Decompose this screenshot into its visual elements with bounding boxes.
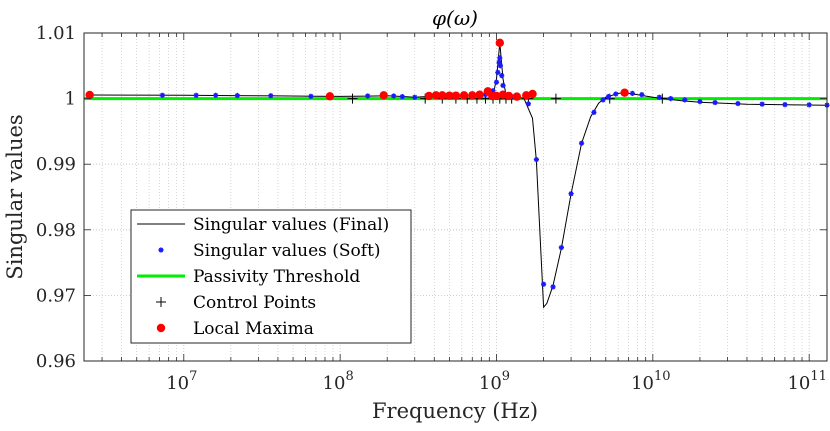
x-tick-label-exponent: 7 [189, 369, 197, 384]
local-maximum-point [492, 91, 501, 101]
soft-series-point [213, 92, 219, 98]
soft-series-point [550, 284, 556, 290]
soft-series-point [712, 99, 718, 106]
y-tick-label: 0.97 [36, 285, 76, 306]
soft-series-point [391, 93, 397, 99]
local-maximum-point [495, 38, 505, 48]
soft-series-point [499, 73, 505, 79]
x-tick-label-base: 10 [631, 373, 654, 394]
soft-series-point [234, 92, 240, 99]
local-maximum-point [522, 91, 531, 100]
y-tick-label: 0.96 [36, 351, 76, 372]
chart-title: φ(ω) [432, 6, 478, 30]
x-tick-label-base: 10 [323, 373, 346, 394]
y-axis-label: Singular values [3, 114, 27, 279]
soft-series-point [656, 94, 662, 100]
soft-series-point [497, 55, 503, 61]
soft-series-point [412, 94, 418, 100]
soft-series-point [308, 93, 314, 99]
soft-series-point [541, 281, 547, 287]
soft-series-point [525, 101, 531, 107]
soft-series-point [735, 100, 741, 107]
legend-label: Singular values (Soft) [193, 241, 381, 261]
x-tick-label-exponent: 9 [502, 369, 510, 384]
local-maximum-point [504, 91, 514, 101]
legend-symbol-control [156, 297, 166, 307]
local-maximum-point [445, 91, 454, 100]
local-maximum-point [325, 92, 335, 101]
local-maximum-point [424, 91, 434, 101]
soft-series-point [493, 79, 500, 85]
soft-series-point [605, 94, 611, 100]
y-tick-label: 0.99 [36, 154, 76, 175]
legend-symbol-maxima [156, 323, 166, 333]
x-tick-label: 1010 [631, 369, 670, 394]
local-maximum-point [438, 91, 447, 100]
x-tick-label: 108 [323, 369, 354, 394]
legend-label: Passivity Threshold [193, 267, 360, 287]
soft-series-point [497, 63, 503, 69]
soft-series-point [495, 69, 501, 75]
axes-box [83, 32, 828, 362]
x-tick-label-base: 10 [166, 373, 189, 394]
soft-series-point [558, 244, 564, 251]
soft-series-point [668, 96, 674, 102]
local-maximum-point [451, 91, 461, 100]
x-tick-label: 1011 [787, 369, 826, 394]
control-point [347, 93, 358, 104]
soft-series-point [591, 109, 597, 115]
soft-series-point [365, 93, 371, 99]
y-tick-label: 1 [65, 89, 76, 110]
soft-series-point [613, 91, 619, 97]
x-tick-label-base: 10 [479, 373, 502, 394]
local-maximum-point [475, 90, 484, 99]
legend-label: Singular values (Final) [193, 215, 389, 235]
x-tick-label: 107 [166, 369, 197, 394]
soft-series-point [193, 92, 199, 98]
x-tick-label: 109 [479, 369, 510, 394]
soft-series-point [500, 82, 506, 89]
control-point [550, 93, 561, 104]
local-maximum-point [528, 89, 537, 99]
local-maximum-point [459, 91, 469, 100]
soft-series-point [579, 140, 585, 146]
soft-series-point [759, 101, 765, 107]
soft-series-point [268, 93, 274, 99]
local-maximum-point [620, 88, 629, 97]
soft-series-point [399, 94, 405, 100]
x-axis-label: Frequency (Hz) [372, 399, 538, 423]
local-maximum-point [468, 91, 477, 100]
local-maximum-point [512, 92, 522, 101]
soft-series-point [496, 59, 502, 66]
series-layer [84, 38, 830, 309]
soft-series-point [533, 157, 539, 163]
soft-series-point [682, 97, 688, 103]
y-tick-label: 1.01 [36, 23, 76, 44]
soft-series-point [568, 191, 574, 197]
soft-series-point [782, 102, 788, 108]
legend: Singular values (Final) Singular values (… [130, 209, 412, 344]
soft-series-point [806, 102, 812, 108]
soft-series-point [629, 90, 635, 96]
legend-label: Control Points [193, 293, 316, 313]
x-tick-label-exponent: 8 [345, 369, 353, 384]
local-maximum-point [85, 90, 94, 100]
legend-symbol-soft [158, 247, 164, 253]
x-tick-label-exponent: 11 [810, 369, 827, 384]
legend-label: Local Maxima [193, 319, 314, 339]
local-maximum-point [379, 91, 388, 100]
local-maximum-point [431, 91, 441, 100]
soft-series-point [639, 92, 645, 98]
x-tick-label-exponent: 10 [654, 369, 671, 384]
soft-series-point [159, 92, 165, 98]
soft-series-point [697, 99, 703, 105]
soft-series-point [600, 97, 606, 103]
y-tick-label: 0.98 [36, 220, 76, 241]
x-tick-label-base: 10 [787, 373, 810, 394]
soft-series-point [490, 88, 496, 94]
